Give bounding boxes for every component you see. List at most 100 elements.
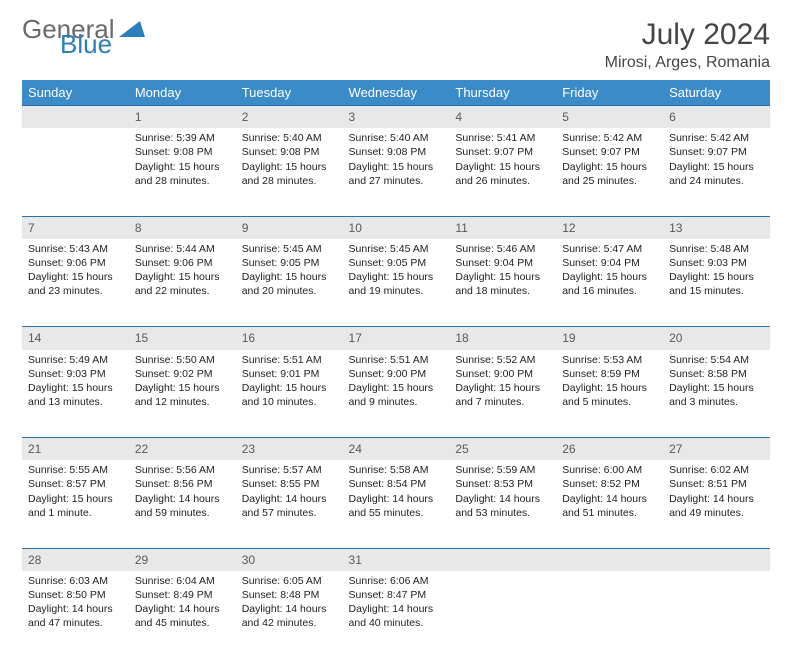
- day-number: 15: [129, 327, 236, 350]
- daylight-line: Daylight: 14 hours and 45 minutes.: [135, 602, 230, 630]
- sunrise-line: Sunrise: 5:59 AM: [455, 463, 550, 477]
- day-number: 5: [556, 106, 663, 129]
- daylight-line: Daylight: 15 hours and 16 minutes.: [562, 270, 657, 298]
- logo: General Blue: [22, 18, 145, 57]
- sunrise-line: Sunrise: 5:45 AM: [349, 242, 444, 256]
- sunset-line: Sunset: 8:58 PM: [669, 367, 764, 381]
- weekday-header: Sunday: [22, 80, 129, 106]
- day-cell: Sunrise: 6:05 AMSunset: 8:48 PMDaylight:…: [236, 571, 343, 659]
- weekday-header: Monday: [129, 80, 236, 106]
- sunset-line: Sunset: 8:49 PM: [135, 588, 230, 602]
- day-number: 19: [556, 327, 663, 350]
- sunrise-line: Sunrise: 5:50 AM: [135, 353, 230, 367]
- day-cell: Sunrise: 5:43 AMSunset: 9:06 PMDaylight:…: [22, 239, 129, 327]
- sunset-line: Sunset: 9:08 PM: [135, 145, 230, 159]
- sunset-line: Sunset: 9:03 PM: [669, 256, 764, 270]
- sunset-line: Sunset: 8:52 PM: [562, 477, 657, 491]
- daylight-line: Daylight: 14 hours and 55 minutes.: [349, 492, 444, 520]
- day-cell: Sunrise: 6:02 AMSunset: 8:51 PMDaylight:…: [663, 460, 770, 548]
- sunrise-line: Sunrise: 5:47 AM: [562, 242, 657, 256]
- day-number: 1: [129, 106, 236, 129]
- day-number: [556, 548, 663, 571]
- day-number: 31: [343, 548, 450, 571]
- daylight-line: Daylight: 14 hours and 57 minutes.: [242, 492, 337, 520]
- day-number: [449, 548, 556, 571]
- daylight-line: Daylight: 15 hours and 27 minutes.: [349, 160, 444, 188]
- sunset-line: Sunset: 8:48 PM: [242, 588, 337, 602]
- day-content-row: Sunrise: 5:39 AMSunset: 9:08 PMDaylight:…: [22, 128, 770, 216]
- sunrise-line: Sunrise: 5:43 AM: [28, 242, 123, 256]
- sunset-line: Sunset: 9:07 PM: [455, 145, 550, 159]
- day-cell: Sunrise: 5:51 AMSunset: 9:00 PMDaylight:…: [343, 350, 450, 438]
- day-number: 17: [343, 327, 450, 350]
- day-cell: Sunrise: 6:06 AMSunset: 8:47 PMDaylight:…: [343, 571, 450, 659]
- day-number: 29: [129, 548, 236, 571]
- day-number: 24: [343, 438, 450, 461]
- daylight-line: Daylight: 15 hours and 13 minutes.: [28, 381, 123, 409]
- day-number-row: 123456: [22, 106, 770, 129]
- day-number-row: 21222324252627: [22, 438, 770, 461]
- day-number: 16: [236, 327, 343, 350]
- day-cell: Sunrise: 5:49 AMSunset: 9:03 PMDaylight:…: [22, 350, 129, 438]
- sunset-line: Sunset: 9:02 PM: [135, 367, 230, 381]
- day-cell: [449, 571, 556, 659]
- sunrise-line: Sunrise: 6:05 AM: [242, 574, 337, 588]
- daylight-line: Daylight: 15 hours and 24 minutes.: [669, 160, 764, 188]
- location: Mirosi, Arges, Romania: [605, 54, 770, 72]
- day-number: 13: [663, 216, 770, 239]
- daylight-line: Daylight: 14 hours and 51 minutes.: [562, 492, 657, 520]
- day-number: [663, 548, 770, 571]
- sunrise-line: Sunrise: 5:51 AM: [242, 353, 337, 367]
- sunset-line: Sunset: 8:53 PM: [455, 477, 550, 491]
- daylight-line: Daylight: 15 hours and 15 minutes.: [669, 270, 764, 298]
- sunset-line: Sunset: 9:06 PM: [135, 256, 230, 270]
- logo-text-blue: Blue: [60, 33, 145, 56]
- day-cell: Sunrise: 5:45 AMSunset: 9:05 PMDaylight:…: [343, 239, 450, 327]
- day-number: [22, 106, 129, 129]
- weekday-header-row: SundayMondayTuesdayWednesdayThursdayFrid…: [22, 80, 770, 106]
- day-cell: Sunrise: 5:56 AMSunset: 8:56 PMDaylight:…: [129, 460, 236, 548]
- sunset-line: Sunset: 8:56 PM: [135, 477, 230, 491]
- sunset-line: Sunset: 9:08 PM: [349, 145, 444, 159]
- daylight-line: Daylight: 15 hours and 23 minutes.: [28, 270, 123, 298]
- day-number-row: 14151617181920: [22, 327, 770, 350]
- sunrise-line: Sunrise: 5:54 AM: [669, 353, 764, 367]
- day-content-row: Sunrise: 5:55 AMSunset: 8:57 PMDaylight:…: [22, 460, 770, 548]
- sunrise-line: Sunrise: 6:06 AM: [349, 574, 444, 588]
- sunrise-line: Sunrise: 5:42 AM: [562, 131, 657, 145]
- day-cell: Sunrise: 5:48 AMSunset: 9:03 PMDaylight:…: [663, 239, 770, 327]
- sunset-line: Sunset: 9:05 PM: [242, 256, 337, 270]
- sunset-line: Sunset: 8:51 PM: [669, 477, 764, 491]
- day-number: 20: [663, 327, 770, 350]
- sunset-line: Sunset: 9:06 PM: [28, 256, 123, 270]
- day-number: 6: [663, 106, 770, 129]
- day-number: 3: [343, 106, 450, 129]
- day-content-row: Sunrise: 5:49 AMSunset: 9:03 PMDaylight:…: [22, 350, 770, 438]
- sunrise-line: Sunrise: 5:45 AM: [242, 242, 337, 256]
- daylight-line: Daylight: 15 hours and 25 minutes.: [562, 160, 657, 188]
- day-number: 30: [236, 548, 343, 571]
- daylight-line: Daylight: 15 hours and 1 minute.: [28, 492, 123, 520]
- daylight-line: Daylight: 14 hours and 49 minutes.: [669, 492, 764, 520]
- day-cell: Sunrise: 5:57 AMSunset: 8:55 PMDaylight:…: [236, 460, 343, 548]
- day-cell: Sunrise: 5:50 AMSunset: 9:02 PMDaylight:…: [129, 350, 236, 438]
- day-cell: Sunrise: 5:46 AMSunset: 9:04 PMDaylight:…: [449, 239, 556, 327]
- sunrise-line: Sunrise: 5:58 AM: [349, 463, 444, 477]
- sunrise-line: Sunrise: 5:42 AM: [669, 131, 764, 145]
- sunset-line: Sunset: 8:59 PM: [562, 367, 657, 381]
- sunrise-line: Sunrise: 5:49 AM: [28, 353, 123, 367]
- day-cell: Sunrise: 5:59 AMSunset: 8:53 PMDaylight:…: [449, 460, 556, 548]
- sunrise-line: Sunrise: 5:40 AM: [242, 131, 337, 145]
- daylight-line: Daylight: 14 hours and 53 minutes.: [455, 492, 550, 520]
- day-cell: [22, 128, 129, 216]
- day-number: 25: [449, 438, 556, 461]
- day-number-row: 28293031: [22, 548, 770, 571]
- day-number: 28: [22, 548, 129, 571]
- sunrise-line: Sunrise: 6:02 AM: [669, 463, 764, 477]
- day-number: 21: [22, 438, 129, 461]
- sunrise-line: Sunrise: 5:57 AM: [242, 463, 337, 477]
- day-cell: Sunrise: 5:55 AMSunset: 8:57 PMDaylight:…: [22, 460, 129, 548]
- sunset-line: Sunset: 9:00 PM: [455, 367, 550, 381]
- sunset-line: Sunset: 8:47 PM: [349, 588, 444, 602]
- day-cell: Sunrise: 6:03 AMSunset: 8:50 PMDaylight:…: [22, 571, 129, 659]
